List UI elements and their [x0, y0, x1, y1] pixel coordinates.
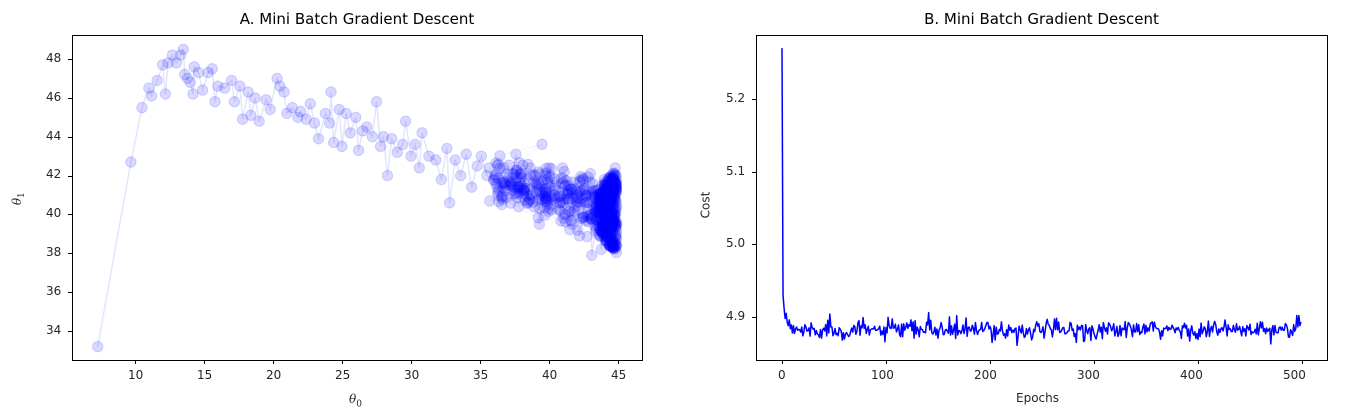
left-xtick-label: 10 [128, 368, 144, 382]
left-x-axis-label: θ0 [349, 392, 362, 409]
right-ytick-label: 5.1 [726, 164, 746, 178]
theta-symbol: θ [9, 197, 24, 206]
right-ytick-label: 5.2 [726, 91, 746, 105]
left-ytick-label: 42 [46, 167, 62, 181]
right-xtick-label: 0 [778, 368, 786, 382]
left-xtick-label: 45 [611, 368, 627, 382]
left-xtick-label: 15 [197, 368, 213, 382]
cost-line-series [781, 48, 1302, 347]
subscript: 0 [356, 399, 362, 410]
left-ytick-label: 40 [46, 206, 62, 220]
left-axes-frame [72, 35, 643, 361]
right-x-axis-label: Epochs [1016, 391, 1059, 405]
left-xtick-label: 40 [542, 368, 558, 382]
left-xtick-label: 20 [266, 368, 282, 382]
right-chart-title: B. Mini Batch Gradient Descent [924, 10, 1159, 28]
scatter-series [92, 43, 623, 353]
right-xtick-label: 200 [974, 368, 997, 382]
right-axes-frame [756, 35, 1328, 361]
left-ytick-label: 34 [46, 323, 62, 337]
right-xtick-label: 400 [1180, 368, 1203, 382]
left-xtick-label: 35 [473, 368, 489, 382]
left-ytick-label: 38 [46, 245, 62, 259]
left-chart-title: A. Mini Batch Gradient Descent [239, 10, 475, 28]
left-ytick-label: 36 [46, 284, 62, 298]
right-xtick-label: 300 [1077, 368, 1100, 382]
right-xtick-label: 500 [1283, 368, 1306, 382]
right-ytick-label: 4.9 [726, 309, 746, 323]
right-ytick-label: 5.0 [726, 236, 746, 250]
left-y-axis-label: θ1 [10, 192, 27, 205]
left-xtick-label: 25 [335, 368, 351, 382]
right-y-axis-label: Cost [698, 191, 713, 219]
left-ytick-label: 48 [46, 51, 62, 65]
left-xtick-label: 30 [404, 368, 420, 382]
subscript: 1 [17, 192, 28, 198]
left-ytick-label: 46 [46, 90, 62, 104]
right-xtick-label: 100 [871, 368, 894, 382]
theta-symbol: θ [349, 392, 357, 406]
left-ytick-label: 44 [46, 129, 62, 143]
